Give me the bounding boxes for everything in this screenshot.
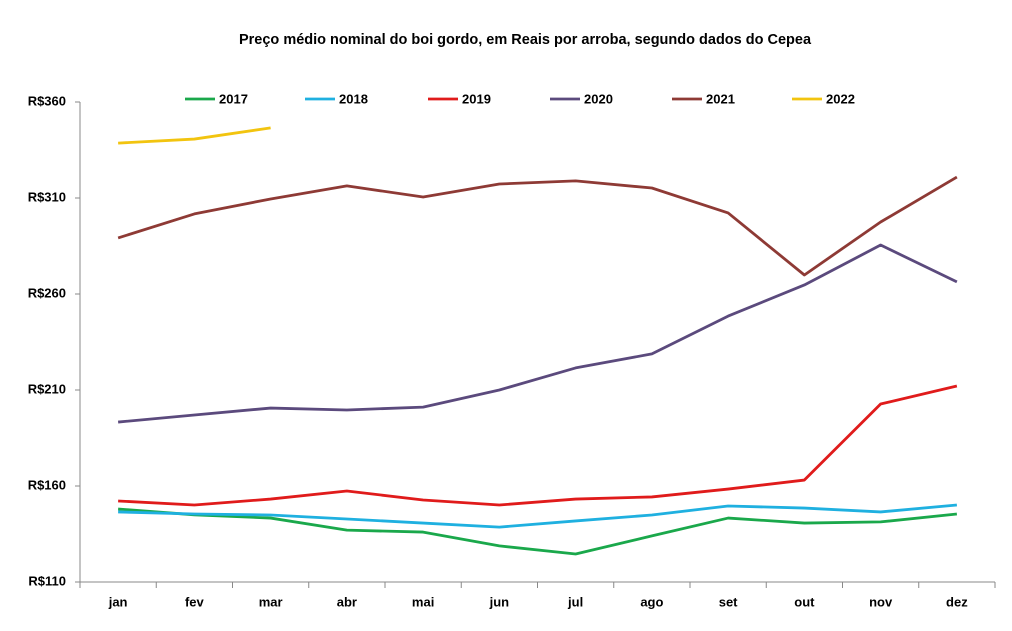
x-tick-label: jul — [567, 594, 583, 609]
legend-label: 2018 — [339, 91, 368, 106]
x-tick-label: dez — [946, 594, 968, 609]
legend-label: 2021 — [706, 91, 735, 106]
x-tick-label: mar — [259, 594, 283, 609]
series-line — [118, 503, 958, 529]
series-line — [117, 175, 958, 277]
legend-label: 2017 — [219, 91, 248, 106]
legend-label: 2020 — [584, 91, 613, 106]
y-tick-label: R$260 — [28, 285, 66, 300]
y-tick-label: R$160 — [28, 477, 66, 492]
y-tick-label: R$360 — [28, 93, 66, 108]
x-tick-label: ago — [640, 594, 663, 609]
y-tick-label: R$210 — [28, 381, 66, 396]
x-tick-label: out — [794, 594, 815, 609]
series-line — [118, 507, 958, 556]
x-tick-label: fev — [185, 594, 205, 609]
legend-label: 2019 — [462, 91, 491, 106]
series-line — [117, 243, 958, 424]
x-tick-label: mai — [412, 594, 434, 609]
chart-title: Preço médio nominal do boi gordo, em Rea… — [239, 32, 812, 48]
x-tick-label: jun — [489, 594, 510, 609]
series-line — [118, 126, 271, 145]
x-tick-label: jan — [108, 594, 128, 609]
x-tick-label: abr — [337, 594, 357, 609]
y-tick-label: R$310 — [28, 189, 66, 204]
x-tick-label: nov — [869, 594, 893, 609]
y-tick-label: R$110 — [28, 573, 66, 588]
x-tick-label: set — [719, 594, 738, 609]
legend-label: 2022 — [826, 91, 855, 106]
series-line — [118, 384, 958, 507]
